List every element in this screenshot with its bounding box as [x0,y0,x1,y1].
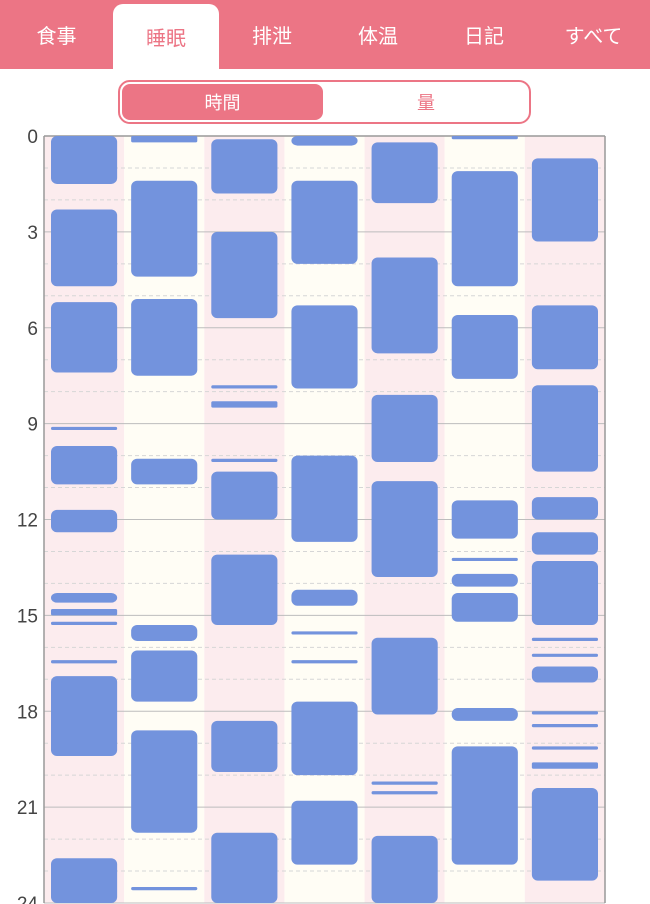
sleep-block [371,637,438,715]
sleep-block [291,305,358,389]
sleep-block [51,858,118,903]
sleep-block [531,637,598,641]
sleep-block [51,660,118,664]
view-mode-toggle: 時間 量 [118,80,531,124]
sleep-block [211,458,278,462]
sleep-block [131,180,198,277]
tab-diary-label: 日記 [464,24,504,48]
y-tick-label: 0 [27,127,38,148]
sleep-block [291,701,358,776]
sleep-block [211,401,278,408]
toggle-time-label: 時間 [204,93,241,114]
sleep-block [531,158,598,242]
sleep-block [451,557,518,562]
sleep-block [451,573,518,587]
sleep-block [531,653,598,657]
sleep-block [531,532,598,555]
sleep-block [291,631,358,635]
tab-excretion-label: 排泄 [252,24,292,48]
tab-all-label: すべて [564,24,623,48]
sleep-block [371,835,438,903]
sleep-block [531,666,598,683]
sleep-block [211,471,278,520]
toggle-time-button[interactable]: 時間 [122,84,323,120]
sleep-block [291,660,358,664]
sleep-block [51,302,118,373]
sleep-block [371,394,438,462]
sleep-block [51,509,118,533]
sleep-block [531,561,598,625]
sleep-block [291,180,358,264]
sleep-block [211,832,278,903]
tab-diary[interactable]: 日記 [431,0,537,69]
sleep-block [531,787,598,881]
sleep-block [131,730,198,833]
sleep-block [131,136,198,143]
sleep-block [51,608,118,616]
y-tick-label: 6 [27,319,38,340]
sleep-block [531,762,598,769]
sleep-block [51,426,118,431]
sleep-timeline-chart: 0 3 6 9 12 15 18 21 24 [0,126,650,904]
toggle-amount-button[interactable]: 量 [325,84,527,120]
sleep-block [451,708,518,721]
tab-sleep-label: 睡眠 [146,26,186,50]
y-tick-label: 18 [17,702,38,723]
y-tick-label: 9 [27,415,38,436]
tab-bar: 食事 睡眠 排泄 体温 日記 すべて [0,0,650,69]
sleep-block [291,800,358,865]
y-tick-label: 24 [17,894,39,904]
sleep-block [531,746,598,750]
sleep-block [451,746,518,865]
sleep-block [51,593,118,603]
y-tick-label: 21 [17,798,38,819]
sleep-block [531,305,598,370]
sleep-block [51,136,118,184]
sleep-block [131,298,198,376]
tab-meal[interactable]: 食事 [0,0,113,69]
sleep-block [531,724,598,728]
sleep-block [211,139,278,194]
sleep-block [291,589,358,606]
sleep-block [291,136,358,146]
sleep-block [131,650,198,702]
toggle-amount-label: 量 [417,93,435,114]
tab-meal-label: 食事 [36,24,77,48]
sleep-block [451,171,518,287]
sleep-block [371,142,438,204]
sleep-block [451,593,518,622]
sleep-block [211,720,278,772]
tab-sleep[interactable]: 睡眠 [113,4,219,69]
tab-excretion[interactable]: 排泄 [219,0,325,69]
sleep-timeline-svg: 0 3 6 9 12 15 18 21 24 [17,127,606,904]
sleep-block [371,781,438,785]
sleep-block [531,497,598,520]
sleep-block [51,676,118,756]
sleep-block [131,624,198,641]
sleep-block [291,455,358,542]
sleep-block [51,621,118,625]
sleep-block [451,136,518,140]
tab-all[interactable]: すべて [537,0,650,69]
sleep-block [51,445,118,485]
tab-temperature[interactable]: 体温 [325,0,431,69]
sleep-block [211,231,278,319]
sleep-block [211,385,278,389]
y-tick-label: 15 [17,606,38,627]
y-tick-label: 3 [27,223,38,244]
sleep-block [371,481,438,578]
sleep-block [131,887,198,891]
sleep-block [451,314,518,379]
sleep-block [211,554,278,625]
sleep-block [371,257,438,354]
sleep-block [371,791,438,795]
sleep-block [451,500,518,539]
tab-temperature-label: 体温 [358,24,398,48]
sleep-block [531,385,598,472]
y-tick-label: 12 [17,511,38,532]
sleep-block [51,209,118,287]
sleep-block [531,711,598,715]
sleep-block [131,458,198,485]
